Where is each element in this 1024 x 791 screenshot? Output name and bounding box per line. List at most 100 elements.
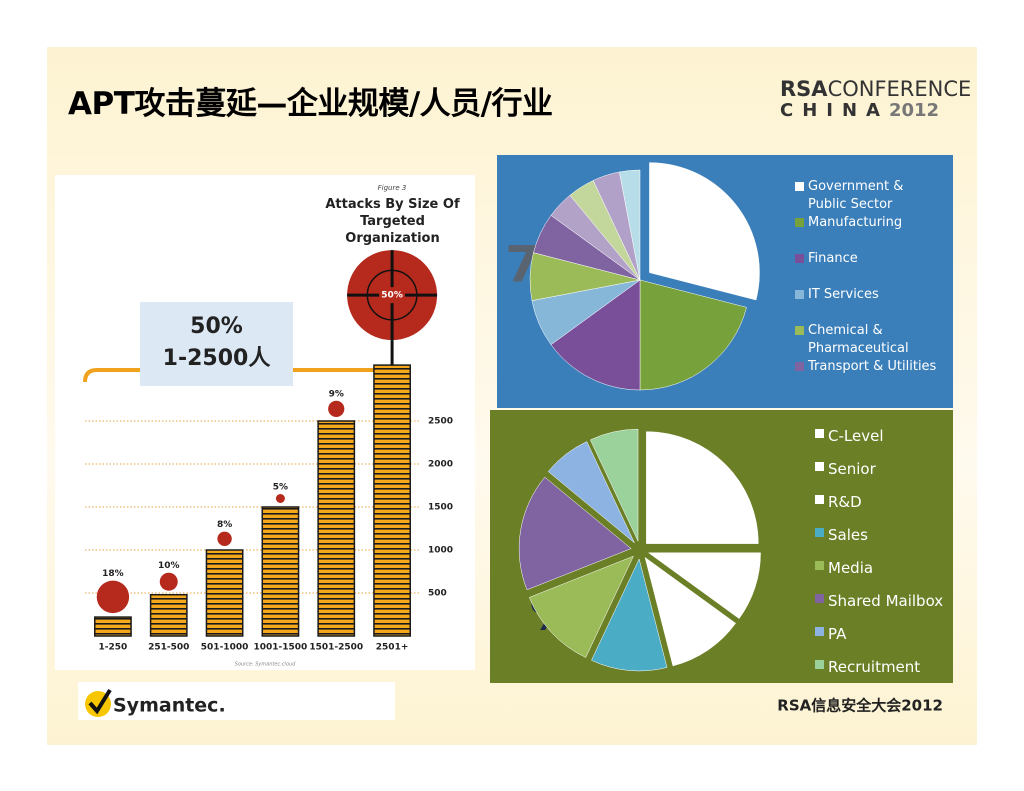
y-tick-label: 1000 [428,546,453,556]
legend-item: Shared Mailbox [815,590,950,623]
y-tick-label: 2000 [428,460,453,470]
pie-slice [644,556,737,667]
legend-swatch [815,660,824,669]
y-tick-label: 500 [428,589,447,599]
legend-swatch [815,528,824,537]
share-marker [159,572,178,591]
legend-swatch [795,254,804,263]
sponsor: Symantec. [113,695,226,717]
x-tick-label: 251-500 [148,643,189,653]
legend-item: Senior [815,458,950,491]
legend-label: Transport & Utilities [808,359,937,374]
pie-slice [518,476,632,591]
x-tick-label: 2501+ [376,643,409,653]
callout: 50% 1-2500人 [140,302,293,386]
legend-item: PA [815,623,950,656]
legend-label: Recruitment [828,658,921,676]
figure-title: Attacks By Size Of Targeted Organization [325,197,460,246]
legend-item: Government & Public Sector [795,178,945,214]
building [373,364,411,637]
building [317,420,356,637]
legend-label: Shared Mailbox [828,592,944,610]
pie-slice [528,555,634,658]
legend-item: IT Services [795,286,945,322]
legend-swatch [795,290,804,299]
x-tick-label: 1501-2500 [309,643,363,653]
building [205,549,244,637]
building [261,506,300,637]
pie-slice [619,169,641,281]
figure-number: Figure 3 [378,184,407,192]
legend-swatch [815,462,824,471]
y-tick-label: 1500 [428,503,453,513]
legend-label: R&D [828,493,862,511]
legend-swatch [815,495,824,504]
value-label: 10% [158,561,180,571]
target-label-bg [379,287,406,304]
legend-label: Chemical & Pharmaceutical [808,323,909,356]
value-label: 50% [381,291,403,301]
pie-slice [550,279,641,391]
legend-swatch [815,429,824,438]
logo: RSACONFERENCE CHINA2012 [780,78,971,122]
legend: C-Level Senior R&D Sales Media Shared Mailbox… [815,425,950,689]
legend-swatch [795,362,804,371]
legend-label: IT Services [808,287,879,302]
value-label: 5% [273,483,288,493]
legend-label: C-Level [828,427,884,445]
callout-range: 1-2500人 [162,346,271,371]
legend-item: Sales [815,524,950,557]
legend-label: Senior [828,460,876,478]
logo-brand: RSA [780,77,828,101]
legend-swatch [815,627,824,636]
legend-item: Transport & Utilities [795,358,945,394]
pie-slice [547,441,635,544]
value-label: 18% [102,569,124,579]
legend-label: Sales [828,526,868,544]
pie-slice [590,428,639,542]
pie-slice [591,558,668,672]
pie-slice [646,431,759,544]
legend-swatch [795,218,804,227]
value-label: 9% [329,389,344,399]
legend-swatch [815,561,824,570]
source: Source: Symantec.cloud [235,662,297,668]
legend-swatch [815,594,824,603]
legend-item: Recruitment [815,656,950,689]
share-marker [217,531,232,546]
legend-label: Finance [808,251,858,266]
legend: Government & Public Sector Manufacturing F… [795,178,945,394]
legend-label: Manufacturing [808,215,903,230]
pie-slice [639,279,747,391]
share-marker [96,580,130,614]
legend-swatch [795,182,804,191]
share-marker [275,494,285,503]
logo-word: CONFERENCE [827,77,972,101]
legend-swatch [795,326,804,335]
legend-item: Manufacturing [795,214,945,250]
sponsor-check [88,688,112,715]
building [149,593,188,637]
slide-title: APT攻击蔓延—企业规模/人员/行业 [68,86,553,122]
legend-item: Media [815,557,950,590]
pie-slice [649,162,760,301]
y-tick-label: 2500 [428,417,453,427]
pie-slice [647,552,761,619]
logo-year: 2012 [888,100,940,121]
sponsor-panel [78,682,395,720]
callout-share: 50% [190,314,243,339]
value-label: 8% [217,520,232,530]
legend-label: Media [828,559,874,577]
legend-item: C-Level [815,425,950,458]
legend-item: Finance [795,250,945,286]
share-marker [328,400,345,417]
legend-item: Chemical & Pharmaceutical [795,322,945,358]
logo-region: CHINA [780,100,889,121]
x-tick-label: 501-1000 [201,643,249,653]
legend-label: Government & Public Sector [808,179,904,212]
legend-label: PA [828,625,847,643]
x-tick-label: 1-250 [99,643,128,653]
event: RSA信息安全大会2012 [777,697,943,715]
